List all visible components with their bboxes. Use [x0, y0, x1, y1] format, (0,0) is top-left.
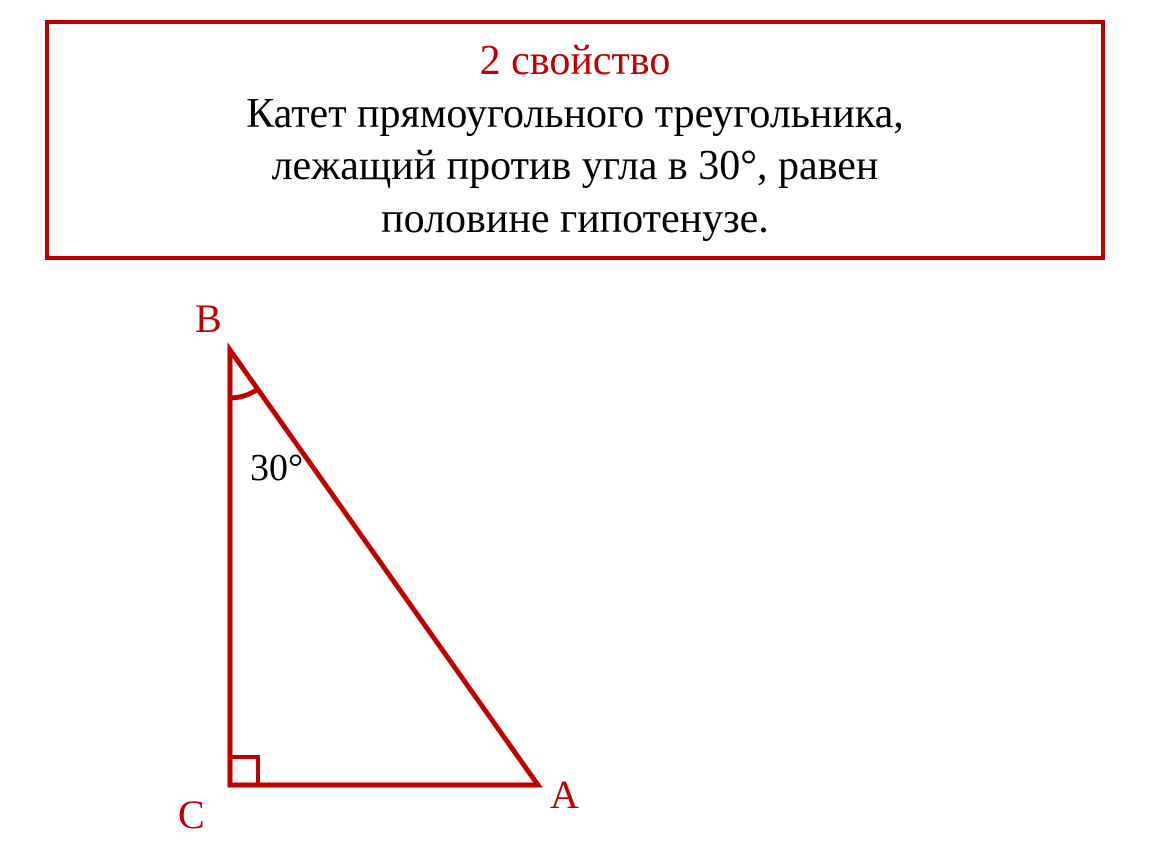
vertex-label-a: A	[550, 772, 579, 817]
angle-label-30: 30°	[250, 447, 303, 489]
theorem-body-line-1: Катет прямоугольного треугольника,	[246, 88, 904, 141]
theorem-body-line-3: половине гипотенузе.	[381, 193, 769, 246]
canvas: 2 свойство Катет прямоугольного треуголь…	[0, 0, 1150, 864]
vertex-label-b: B	[195, 296, 222, 341]
theorem-body-line-2: лежащий против угла в 30°, равен	[272, 140, 879, 193]
theorem-box: 2 свойство Катет прямоугольного треуголь…	[45, 20, 1105, 260]
vertex-label-c: C	[178, 792, 205, 837]
triangle-shape	[230, 350, 538, 785]
angle-arc-30	[230, 389, 258, 398]
theorem-title: 2 свойство	[480, 35, 671, 88]
right-angle-marker	[230, 757, 258, 785]
triangle-figure: B C A 30°	[140, 280, 700, 860]
